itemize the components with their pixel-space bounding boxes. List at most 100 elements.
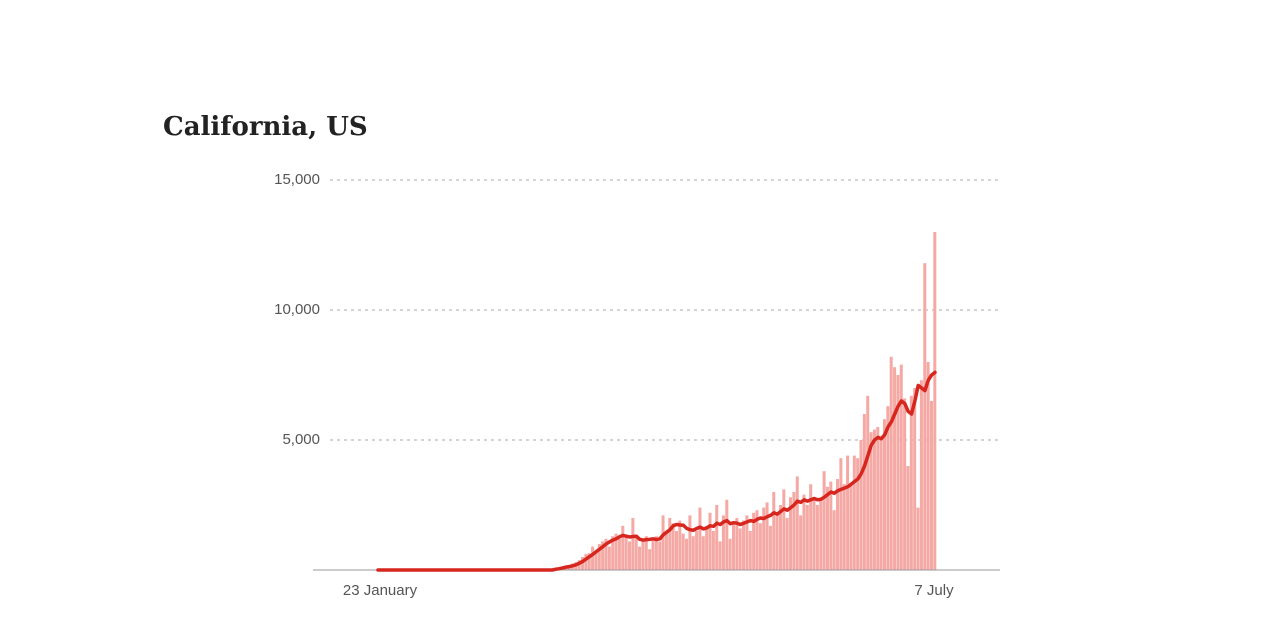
bar <box>591 546 595 570</box>
bar <box>876 427 880 570</box>
chart-title: California, US <box>163 112 368 142</box>
bar <box>778 505 782 570</box>
bar <box>705 525 709 570</box>
bar <box>822 471 826 570</box>
bar <box>846 455 850 570</box>
bar <box>671 523 675 570</box>
bar <box>872 429 876 570</box>
bar <box>919 380 923 570</box>
bar <box>866 395 870 570</box>
bar <box>926 362 930 570</box>
bar <box>899 364 903 570</box>
bar <box>842 484 846 570</box>
bar <box>638 546 642 570</box>
bar <box>906 466 910 570</box>
bar <box>735 518 739 570</box>
y-tick-label: 15,000 <box>274 171 320 188</box>
bar <box>597 544 601 570</box>
bar <box>648 549 652 570</box>
bar <box>829 481 833 570</box>
bar <box>688 515 692 570</box>
bar <box>661 515 665 570</box>
bar <box>933 232 937 570</box>
x-tick-label: 23 January <box>343 582 418 599</box>
bar <box>768 525 772 570</box>
bar <box>805 505 809 570</box>
bar <box>882 419 887 570</box>
bar <box>859 440 863 570</box>
bar <box>721 515 725 570</box>
bar <box>792 492 796 570</box>
bar <box>795 476 799 570</box>
bar <box>614 533 618 570</box>
bar <box>789 497 793 570</box>
bar <box>745 515 749 570</box>
bar <box>594 551 598 570</box>
bar <box>832 510 836 570</box>
bar <box>731 523 736 570</box>
bar <box>762 507 766 570</box>
bar <box>631 518 635 570</box>
bar <box>678 520 682 570</box>
bar <box>903 398 907 570</box>
bar <box>587 553 591 570</box>
bar <box>668 518 672 570</box>
bar <box>893 367 897 570</box>
bar <box>701 536 705 570</box>
bar <box>836 479 840 570</box>
bar <box>624 536 628 570</box>
bar <box>825 486 829 570</box>
bar <box>584 553 588 570</box>
x-tick-label: 7 July <box>914 582 954 599</box>
bar <box>621 525 625 570</box>
bar <box>674 531 678 570</box>
bar <box>644 536 648 570</box>
bar <box>708 512 712 570</box>
bar <box>748 531 752 570</box>
bar <box>711 531 715 570</box>
bar <box>916 507 920 570</box>
bar <box>765 502 769 570</box>
bar <box>879 440 883 570</box>
bar <box>755 510 759 570</box>
bar <box>802 494 806 570</box>
bar <box>799 515 803 570</box>
bar <box>742 520 746 570</box>
bar <box>896 375 900 570</box>
bar <box>856 458 860 570</box>
bar <box>869 432 873 570</box>
bar <box>923 263 927 570</box>
bar <box>627 541 631 570</box>
bar <box>758 523 762 570</box>
bar <box>681 533 685 570</box>
bar <box>718 541 722 570</box>
bar <box>728 538 732 570</box>
bar <box>654 536 658 570</box>
bar <box>913 388 917 570</box>
bar <box>852 455 856 570</box>
bar <box>685 538 689 570</box>
bar <box>725 499 729 570</box>
bar <box>634 536 638 570</box>
y-tick-label: 10,000 <box>274 301 320 318</box>
bar <box>819 499 823 570</box>
bar <box>815 505 819 570</box>
bar <box>651 538 655 570</box>
bar <box>839 458 843 570</box>
bar <box>658 541 662 570</box>
bar <box>617 538 621 570</box>
bar <box>698 507 702 570</box>
y-tick-label: 5,000 <box>282 431 320 448</box>
bar <box>785 518 789 570</box>
line <box>376 370 937 572</box>
bar <box>664 531 668 570</box>
bar <box>849 484 853 570</box>
bar <box>738 528 742 570</box>
bar <box>909 395 913 570</box>
bar <box>641 538 645 570</box>
bar <box>752 512 756 570</box>
bar <box>772 492 776 570</box>
bar <box>715 505 719 570</box>
bar <box>775 512 779 570</box>
